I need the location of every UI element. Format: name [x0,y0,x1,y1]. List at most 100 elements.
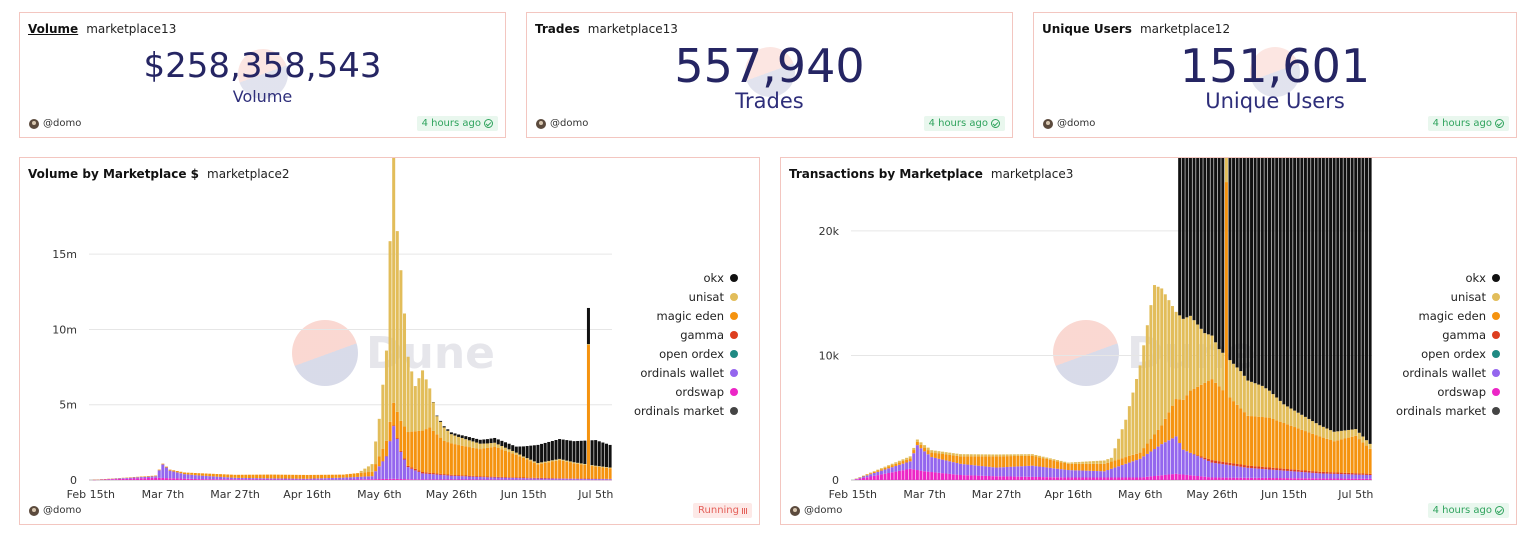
bar-segment[interactable] [590,465,594,467]
bar-segment[interactable] [1285,158,1289,407]
bar-segment[interactable] [1253,383,1257,417]
bar-segment[interactable] [345,474,349,478]
bar-segment[interactable] [208,476,212,480]
bar-segment[interactable] [597,441,601,467]
bar-segment[interactable] [1235,404,1239,464]
bar-segment[interactable] [1027,465,1031,477]
bar-segment[interactable] [226,474,230,478]
bar-segment[interactable] [1242,465,1246,468]
bar-segment[interactable] [937,458,941,473]
bar-segment[interactable] [561,459,565,461]
bar-segment[interactable] [1145,325,1149,444]
bar-segment[interactable] [1347,472,1351,475]
bar-segment[interactable] [1221,352,1225,391]
bar-segment[interactable] [583,464,587,479]
bar-segment[interactable] [1117,466,1121,478]
bar-segment[interactable] [1185,474,1189,480]
bar-segment[interactable] [1106,459,1110,463]
bar-segment[interactable] [1138,458,1142,478]
chart-card-volume[interactable]: Volume by Marketplace $ marketplace2 Dune… [19,157,760,525]
bar-segment[interactable] [139,476,143,478]
bar-segment[interactable] [341,477,345,480]
bar-segment[interactable] [865,477,869,480]
bar-segment[interactable] [1127,406,1131,456]
bar-segment[interactable] [291,474,295,479]
bar-segment[interactable] [132,477,136,479]
bar-segment[interactable] [915,470,919,480]
bar-segment[interactable] [1221,390,1225,462]
bar-segment[interactable] [879,470,883,475]
bar-segment[interactable] [1329,158,1333,431]
bar-segment[interactable] [944,452,948,455]
bar-segment[interactable] [1285,470,1289,479]
bar-segment[interactable] [1199,158,1203,329]
bar-segment[interactable] [511,477,515,480]
bar-segment[interactable] [572,462,576,464]
bar-segment[interactable] [403,459,407,480]
bar-segment[interactable] [1138,365,1142,453]
bar-segment[interactable] [1365,158,1369,441]
bar-segment[interactable] [915,441,919,446]
bar-segment[interactable] [1325,472,1329,474]
bar-segment[interactable] [1153,434,1157,450]
bar-segment[interactable] [1135,477,1139,480]
bar-segment[interactable] [435,479,439,480]
bar-segment[interactable] [1188,452,1192,476]
bar-segment[interactable] [511,450,515,454]
bar-segment[interactable] [1311,478,1315,480]
bar-segment[interactable] [876,469,880,471]
bar-segment[interactable] [503,442,507,448]
bar-segment[interactable] [1038,455,1042,458]
bar-segment[interactable] [1034,454,1038,457]
bar-segment[interactable] [594,478,598,480]
bar-segment[interactable] [1239,371,1243,409]
bar-segment[interactable] [1192,158,1196,321]
bar-segment[interactable] [1289,478,1293,480]
bar-segment[interactable] [933,453,937,458]
bar-segment[interactable] [330,477,334,480]
bar-segment[interactable] [1012,476,1016,480]
bar-segment[interactable] [1156,286,1160,430]
bar-segment[interactable] [1332,431,1336,442]
owner[interactable]: @domo [29,118,81,129]
bar-segment[interactable] [1030,454,1034,456]
bar-segment[interactable] [482,448,486,477]
bar-segment[interactable] [1214,460,1218,464]
bar-segment[interactable] [608,467,612,469]
bar-segment[interactable] [1235,466,1239,478]
bar-segment[interactable] [457,476,461,480]
bar-segment[interactable] [1354,429,1358,436]
bar-segment[interactable] [1271,158,1275,395]
bar-segment[interactable] [1296,469,1300,472]
bar-segment[interactable] [179,471,183,474]
bar-segment[interactable] [1350,478,1354,480]
bar-segment[interactable] [1081,477,1085,480]
bar-segment[interactable] [962,464,966,476]
bar-segment[interactable] [1077,463,1081,471]
bar-segment[interactable] [208,479,212,480]
bar-segment[interactable] [905,469,909,480]
bar-segment[interactable] [1106,462,1110,471]
bar-segment[interactable] [933,457,937,473]
bar-segment[interactable] [168,470,172,479]
bar-segment[interactable] [485,477,489,480]
bar-segment[interactable] [1005,476,1009,480]
bar-segment[interactable] [998,454,1002,457]
bar-segment[interactable] [930,452,934,458]
bar-segment[interactable] [980,475,984,480]
bar-segment[interactable] [518,477,522,479]
bar-segment[interactable] [388,440,392,442]
bar-segment[interactable] [1253,468,1257,478]
bar-segment[interactable] [604,443,608,468]
bar-segment[interactable] [366,479,370,480]
bar-segment[interactable] [255,478,259,480]
bar-segment[interactable] [410,371,414,432]
bar-segment[interactable] [890,465,894,468]
bar-segment[interactable] [219,479,223,480]
bar-segment[interactable] [446,430,450,443]
bar-segment[interactable] [172,470,176,472]
bar-segment[interactable] [930,457,934,473]
bar-segment[interactable] [908,456,912,459]
bar-segment[interactable] [1178,443,1182,475]
bar-segment[interactable] [976,465,980,476]
